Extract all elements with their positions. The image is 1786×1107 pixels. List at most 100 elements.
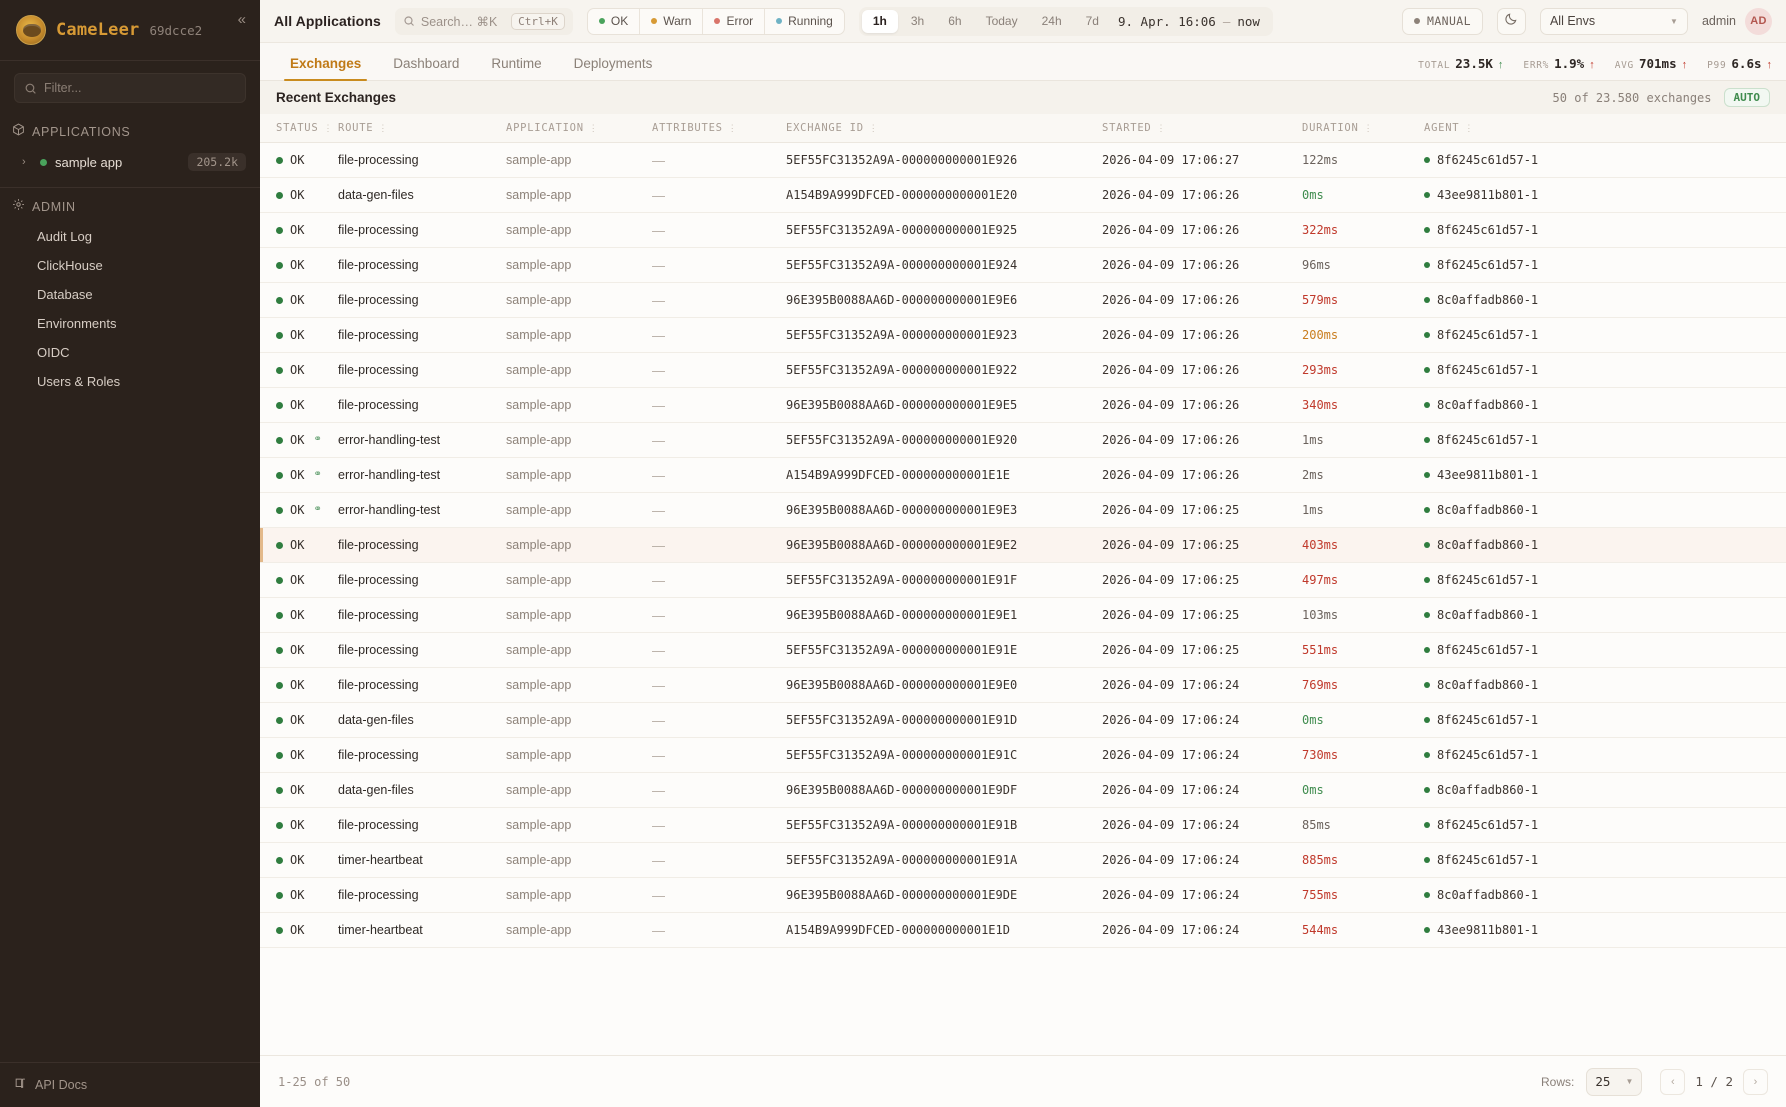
prev-page-button[interactable]: ‹ <box>1660 1068 1686 1095</box>
sidebar-item-environments[interactable]: Environments <box>37 316 117 331</box>
status-label: OK <box>290 363 305 377</box>
started-label: 2026-04-09 17:06:25 <box>1102 608 1240 622</box>
theme-toggle-button[interactable] <box>1496 7 1526 35</box>
table-row[interactable]: OK file-processing sample-app — 96E395B0088A… <box>260 282 1786 318</box>
cell-started: 2026-04-09 17:06:26 <box>1102 282 1302 318</box>
table-row[interactable]: OK file-processing sample-app — 96E395B0088A… <box>260 877 1786 913</box>
table-row[interactable]: OK ⚭ error-handling-test sample-app — 5EF55FC… <box>260 422 1786 458</box>
table-row[interactable]: OK file-processing sample-app — 96E395B0088A… <box>260 667 1786 703</box>
route-label: error-handling-test <box>338 503 441 517</box>
table-row[interactable]: OK ⚭ error-handling-test sample-app — 96E395B… <box>260 492 1786 528</box>
table-row[interactable]: OK file-processing sample-app — 5EF55FC31352… <box>260 562 1786 598</box>
column-header-agent[interactable]: AGENT ⋮ <box>1424 114 1786 143</box>
time-range-3h[interactable]: 3h <box>910 13 925 28</box>
table-row[interactable]: OK data-gen-files sample-app — 5EF55FC31352A… <box>260 702 1786 738</box>
trend-up-icon: ↑ <box>1589 59 1595 71</box>
sidebar-item-audit-log[interactable]: Audit Log <box>37 229 92 244</box>
tab-deployments[interactable]: Deployments <box>573 56 653 71</box>
table-row[interactable]: OK timer-heartbeat sample-app — 5EF55FC31352… <box>260 842 1786 878</box>
table-row[interactable]: OK file-processing sample-app — 5EF55FC31352… <box>260 807 1786 843</box>
search-shortcut-badge: Ctrl+K <box>511 12 565 30</box>
table-row[interactable]: OK data-gen-files sample-app — A154B9A999DFC… <box>260 177 1786 213</box>
sidebar-item-sample-app[interactable]: › sample app 205.2k <box>0 147 260 177</box>
sidebar-item-clickhouse[interactable]: ClickHouse <box>37 258 103 273</box>
exchange-id-label: 5EF55FC31352A9A-000000000001E91D <box>786 713 1018 727</box>
table-row[interactable]: OK file-processing sample-app — 5EF55FC31352… <box>260 142 1786 178</box>
sidebar-footer[interactable]: API Docs <box>0 1062 260 1107</box>
stat-key: P99 <box>1707 60 1727 71</box>
time-range-24h[interactable]: 24h <box>1041 13 1062 28</box>
cell-started: 2026-04-09 17:06:24 <box>1102 912 1302 948</box>
status-label: OK <box>290 923 305 937</box>
table-row[interactable]: OK timer-heartbeat sample-app — A154B9A999DF… <box>260 912 1786 948</box>
refresh-mode-label: MANUAL <box>1427 14 1471 28</box>
cell-application: sample-app <box>506 352 652 388</box>
cell-exchange-id: 96E395B0088AA6D-000000000001E9E3 <box>786 492 1102 528</box>
moon-icon <box>1504 12 1518 31</box>
route-label: data-gen-files <box>338 783 414 797</box>
column-header-status[interactable]: STATUS ⋮ <box>260 114 338 143</box>
status-chip-error[interactable]: Error <box>703 8 766 34</box>
cell-started: 2026-04-09 17:06:27 <box>1102 142 1302 178</box>
next-page-button[interactable]: › <box>1743 1068 1768 1095</box>
date-range-display[interactable]: 9. Apr. 16:06 — now <box>1112 14 1270 29</box>
tab-exchanges[interactable]: Exchanges <box>274 56 377 81</box>
table-row[interactable]: OK file-processing sample-app — 5EF55FC31352… <box>260 317 1786 353</box>
search-input[interactable]: Search… ⌘K Ctrl+K <box>394 7 573 35</box>
rows-per-page-select[interactable]: 25 ▼ <box>1586 1067 1643 1096</box>
table-row[interactable]: OK file-processing sample-app — 5EF55FC31352… <box>260 632 1786 668</box>
user-menu[interactable]: admin AD <box>1702 7 1772 35</box>
sidebar-item-database[interactable]: Database <box>37 287 93 302</box>
tab-runtime[interactable]: Runtime <box>491 56 542 71</box>
sidebar-brand[interactable]: CameLeer 69dcce2 « <box>0 0 260 60</box>
env-select[interactable]: All Envs ▼ <box>1539 7 1688 35</box>
sidebar-filter[interactable] <box>14 73 246 103</box>
book-icon <box>14 1077 27 1093</box>
status-chip-running[interactable]: Running <box>765 9 844 34</box>
cell-exchange-id: 5EF55FC31352A9A-000000000001E91F <box>786 562 1102 598</box>
sidebar-item-users-roles[interactable]: Users & Roles <box>37 374 121 389</box>
auto-refresh-badge[interactable]: AUTO <box>1723 88 1770 107</box>
status-dot <box>1424 822 1430 828</box>
time-range-1h[interactable]: 1h <box>861 9 898 33</box>
cell-status: OK <box>260 387 338 423</box>
table-row[interactable]: OK file-processing sample-app — 5EF55FC31352… <box>260 352 1786 388</box>
column-header-started[interactable]: STARTED ⋮ <box>1102 114 1302 143</box>
refresh-mode-button[interactable]: MANUAL <box>1402 7 1483 35</box>
cell-application: sample-app <box>506 457 652 493</box>
column-header-application[interactable]: APPLICATION ⋮ <box>506 114 652 143</box>
column-header-exchange-id[interactable]: EXCHANGE ID ⋮ <box>786 114 1102 143</box>
cell-exchange-id: 5EF55FC31352A9A-000000000001E923 <box>786 317 1102 353</box>
filter-input[interactable] <box>44 81 236 95</box>
column-header-route[interactable]: ROUTE ⋮ <box>338 114 506 143</box>
table-row[interactable]: OK file-processing sample-app — 96E395B0088A… <box>260 527 1786 563</box>
time-range-6h[interactable]: 6h <box>948 13 962 28</box>
cell-exchange-id: 96E395B0088AA6D-000000000001E9E0 <box>786 667 1102 703</box>
column-header-attributes[interactable]: ATTRIBUTES ⋮ <box>652 114 786 143</box>
exchanges-table-wrap[interactable]: STATUS ⋮ ROUTE ⋮ APPLICATION ⋮ ATTRIBUTES ⋮ … <box>260 114 1786 1055</box>
table-row[interactable]: OK file-processing sample-app — 96E395B0088A… <box>260 387 1786 423</box>
collapse-sidebar-icon[interactable]: « <box>237 11 246 28</box>
started-label: 2026-04-09 17:06:27 <box>1102 153 1240 167</box>
table-row[interactable]: OK file-processing sample-app — 5EF55FC31352… <box>260 247 1786 283</box>
time-range-today[interactable]: Today <box>985 13 1018 28</box>
cell-agent: 8c0affadb860-1 <box>1424 877 1786 913</box>
tab-dashboard[interactable]: Dashboard <box>393 56 460 71</box>
table-row[interactable]: OK file-processing sample-app — 5EF55FC31352… <box>260 737 1786 773</box>
status-chip-warn[interactable]: Warn <box>640 8 704 34</box>
table-row[interactable]: OK data-gen-files sample-app — 96E395B0088AA… <box>260 772 1786 808</box>
duration-label: 0ms <box>1302 713 1324 727</box>
route-label: file-processing <box>338 748 419 762</box>
exchange-count-label: 50 of 23.580 exchanges <box>1552 90 1712 105</box>
column-header-duration[interactable]: DURATION ⋮ <box>1302 114 1424 143</box>
agent-label: 43ee9811b801-1 <box>1437 468 1539 482</box>
time-range-7d[interactable]: 7d <box>1085 13 1099 28</box>
sidebar-item-oidc[interactable]: OIDC <box>37 345 70 360</box>
status-chip-ok[interactable]: OK <box>588 8 641 34</box>
chevron-right-icon[interactable]: › <box>22 156 26 168</box>
status-label: OK <box>290 608 305 622</box>
cell-exchange-id: 5EF55FC31352A9A-000000000001E91E <box>786 632 1102 668</box>
table-row[interactable]: OK file-processing sample-app — 96E395B0088A… <box>260 597 1786 633</box>
table-row[interactable]: OK ⚭ error-handling-test sample-app — A154B9A… <box>260 457 1786 493</box>
table-row[interactable]: OK file-processing sample-app — 5EF55FC31352… <box>260 212 1786 248</box>
